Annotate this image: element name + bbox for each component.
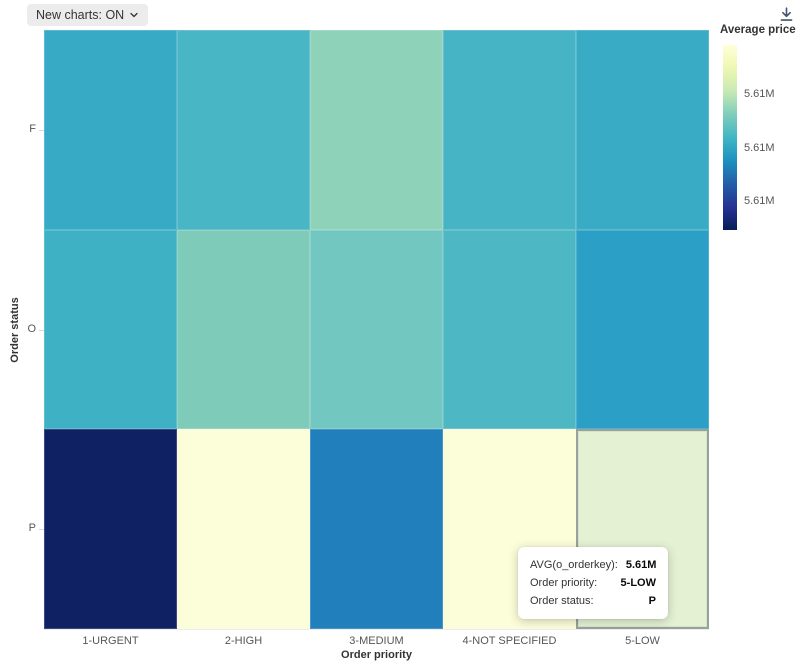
tooltip-value: P xyxy=(648,595,656,607)
y-axis-tick xyxy=(39,329,44,331)
x-axis-label-4-NOT SPECIFIED: 4-NOT SPECIFIED xyxy=(462,635,557,647)
y-axis-ticks xyxy=(39,30,44,629)
y-axis-label-O: O xyxy=(27,322,36,335)
tooltip-row: Order priority: 5-LOW xyxy=(530,574,656,592)
x-axis-label-2-HIGH: 2-HIGH xyxy=(224,635,263,647)
legend-title: Average price xyxy=(720,24,796,36)
y-axis-labels: F O P xyxy=(0,30,36,629)
x-axis-label-3-MEDIUM: 3-MEDIUM xyxy=(349,635,404,647)
tooltip-value: 5.61M xyxy=(625,559,657,571)
heatmap-grid xyxy=(44,30,709,630)
y-axis-label-F: F xyxy=(29,122,36,135)
tooltip-label: Order priority: xyxy=(530,577,598,589)
x-axis-title: Order priority xyxy=(341,649,412,661)
legend-labels: 5.61M 5.61M 5.61M xyxy=(744,88,775,207)
tooltip: AVG(o_orderkey): 5.61M Order priority: 5-LO… xyxy=(518,547,668,619)
legend-gradient-bar xyxy=(723,45,737,230)
new-charts-toggle[interactable]: New charts: ON xyxy=(27,4,149,26)
heatmap-cell-O-1-URGENT[interactable] xyxy=(44,229,177,430)
heatmap-cell-F-3-MEDIUM[interactable] xyxy=(310,30,443,230)
heatmap-cell-F-1-URGENT[interactable] xyxy=(44,30,177,230)
tooltip-label: Order status: xyxy=(530,595,594,607)
legend-tick-label: 5.61M xyxy=(744,141,775,154)
heatmap-cell-O-4-NOT SPECIFIED[interactable] xyxy=(443,229,576,430)
x-axis-labels: 1-URGENT 2-HIGH 3-MEDIUM 4-NOT SPECIFIED 5-L… xyxy=(44,635,709,647)
legend-tick-label: 5.61M xyxy=(744,88,775,100)
new-charts-toggle-label: New charts: ON xyxy=(36,8,125,22)
x-axis-label-5-LOW: 5-LOW xyxy=(625,635,660,647)
chevron-down-icon xyxy=(129,10,139,20)
heatmap-cell-F-5-LOW[interactable] xyxy=(576,30,709,230)
x-axis-label-1-URGENT: 1-URGENT xyxy=(82,635,139,647)
tooltip-row: Order status: P xyxy=(530,592,656,610)
heatmap-cell-P-2-HIGH[interactable] xyxy=(177,429,310,629)
y-axis-tick xyxy=(39,129,44,131)
heatmap-cell-P-1-URGENT[interactable] xyxy=(44,429,177,629)
heatmap-cell-F-2-HIGH[interactable] xyxy=(177,30,310,230)
heatmap-cell-O-2-HIGH[interactable] xyxy=(177,229,310,430)
download-icon xyxy=(778,6,795,23)
y-axis-title: Order status xyxy=(9,297,21,363)
heatmap-cell-O-3-MEDIUM[interactable] xyxy=(310,229,443,430)
tooltip-label: AVG(o_orderkey): xyxy=(530,559,618,571)
heatmap-cell-P-3-MEDIUM[interactable] xyxy=(310,429,443,629)
y-axis-label-P: P xyxy=(28,522,36,535)
legend-tick-label: 5.61M xyxy=(744,195,775,207)
y-axis-tick xyxy=(39,529,44,531)
heatmap-cell-O-5-LOW[interactable] xyxy=(576,229,709,430)
tooltip-value: 5-LOW xyxy=(620,577,656,589)
heatmap-cell-F-4-NOT SPECIFIED[interactable] xyxy=(443,30,576,230)
tooltip-row: AVG(o_orderkey): 5.61M xyxy=(530,556,656,574)
download-button[interactable] xyxy=(775,3,797,25)
